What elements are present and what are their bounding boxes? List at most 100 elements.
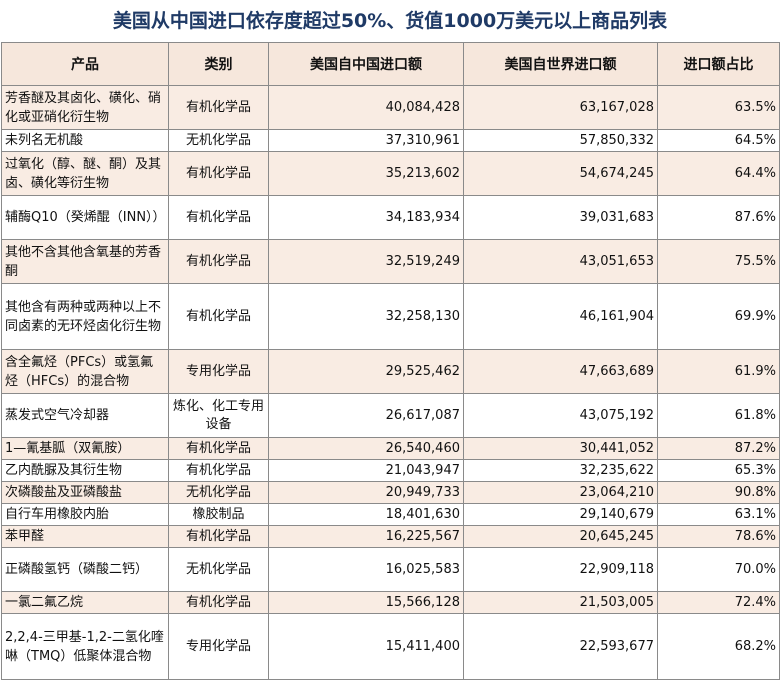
world-import-cell: 30,441,052 [463, 437, 658, 460]
table-row: 其他含有两种或两种以上不同卤素的无环烃卤化衍生物 有机化学品 32,258,130 4… [1, 283, 780, 350]
china-import-cell: 34,183,934 [268, 195, 464, 240]
category-cell: 无机化学品 [168, 547, 269, 592]
world-import-cell: 23,064,210 [463, 481, 658, 504]
world-import-cell: 22,593,677 [463, 613, 658, 680]
table-row: 未列名无机酸 无机化学品 37,310,961 57,850,332 64.5% [1, 129, 780, 152]
header-row: 产品 类别 美国自中国进口额 美国自世界进口额 进口额占比 [1, 42, 780, 86]
table-row: 2,2,4-三甲基-1,2-二氢化喹啉（TMQ）低聚体混合物 专用化学品 15,41… [1, 613, 780, 680]
world-import-cell: 43,075,192 [463, 393, 658, 438]
header-product: 产品 [1, 42, 169, 86]
table-title: 美国从中国进口依存度超过50%、货值1000万美元以上商品列表 [112, 10, 668, 32]
china-import-cell: 15,411,400 [268, 613, 464, 680]
table-row: 正磷酸氢钙（磷酸二钙） 无机化学品 16,025,583 22,909,118 70.0… [1, 547, 780, 592]
product-cell: 正磷酸氢钙（磷酸二钙） [1, 547, 169, 592]
share-cell: 90.8% [657, 481, 780, 504]
world-import-cell: 22,909,118 [463, 547, 658, 592]
share-cell: 64.5% [657, 129, 780, 152]
share-cell: 64.4% [657, 151, 780, 196]
china-import-cell: 15,566,128 [268, 591, 464, 614]
header-china-import: 美国自中国进口额 [268, 42, 464, 86]
product-cell: 辅酶Q10（癸烯醌（INN）） [1, 195, 169, 240]
header-category: 类别 [168, 42, 269, 86]
table-row: 过氧化（醇、醚、酮）及其卤、磺化等衍生物 有机化学品 35,213,602 54,67… [1, 151, 780, 196]
china-import-cell: 21,043,947 [268, 459, 464, 482]
table-row: 辅酶Q10（癸烯醌（INN）） 有机化学品 34,183,934 39,031,683… [1, 195, 780, 240]
category-cell: 橡胶制品 [168, 503, 269, 526]
category-cell: 无机化学品 [168, 481, 269, 504]
table-row: 含全氟烃（PFCs）或氢氟烃（HFCs）的混合物 专用化学品 29,525,462 4… [1, 349, 780, 394]
china-import-cell: 32,519,249 [268, 239, 464, 284]
product-cell: 乙内酰脲及其衍生物 [1, 459, 169, 482]
category-cell: 无机化学品 [168, 129, 269, 152]
table-body: 芳香醚及其卤化、磺化、硝化或亚硝化衍生物 有机化学品 40,084,428 63,16… [1, 85, 780, 680]
world-import-cell: 46,161,904 [463, 283, 658, 350]
china-import-cell: 16,225,567 [268, 525, 464, 548]
table-row: 芳香醚及其卤化、磺化、硝化或亚硝化衍生物 有机化学品 40,084,428 63,16… [1, 85, 780, 130]
china-import-cell: 20,949,733 [268, 481, 464, 504]
table-row: 次磷酸盐及亚磷酸盐 无机化学品 20,949,733 23,064,210 90.8% [1, 481, 780, 504]
product-cell: 一氯二氟乙烷 [1, 591, 169, 614]
product-cell: 苯甲醛 [1, 525, 169, 548]
china-import-cell: 35,213,602 [268, 151, 464, 196]
table-row: 苯甲醛 有机化学品 16,225,567 20,645,245 78.6% [1, 525, 780, 548]
world-import-cell: 63,167,028 [463, 85, 658, 130]
share-cell: 75.5% [657, 239, 780, 284]
table-row: 其他不含其他含氧基的芳香酮 有机化学品 32,519,249 43,051,653 75… [1, 239, 780, 284]
share-cell: 69.9% [657, 283, 780, 350]
share-cell: 61.9% [657, 349, 780, 394]
world-import-cell: 21,503,005 [463, 591, 658, 614]
share-cell: 87.2% [657, 437, 780, 460]
share-cell: 65.3% [657, 459, 780, 482]
header-world-import: 美国自世界进口额 [463, 42, 658, 86]
china-import-cell: 40,084,428 [268, 85, 464, 130]
share-cell: 63.5% [657, 85, 780, 130]
header-share: 进口额占比 [657, 42, 780, 86]
china-import-cell: 16,025,583 [268, 547, 464, 592]
table-row: 一氯二氟乙烷 有机化学品 15,566,128 21,503,005 72.4% [1, 591, 780, 614]
import-dependency-table: 产品 类别 美国自中国进口额 美国自世界进口额 进口额占比 芳香醚及其卤化、磺化… [1, 42, 780, 680]
category-cell: 专用化学品 [168, 349, 269, 394]
share-cell: 63.1% [657, 503, 780, 526]
product-cell: 蒸发式空气冷却器 [1, 393, 169, 438]
china-import-cell: 29,525,462 [268, 349, 464, 394]
product-cell: 未列名无机酸 [1, 129, 169, 152]
world-import-cell: 57,850,332 [463, 129, 658, 152]
category-cell: 有机化学品 [168, 239, 269, 284]
category-cell: 有机化学品 [168, 437, 269, 460]
share-cell: 87.6% [657, 195, 780, 240]
table-row: 1—氰基胍（双氰胺） 有机化学品 26,540,460 30,441,052 87.2% [1, 437, 780, 460]
share-cell: 72.4% [657, 591, 780, 614]
category-cell: 有机化学品 [168, 85, 269, 130]
category-cell: 有机化学品 [168, 195, 269, 240]
table-row: 蒸发式空气冷却器 炼化、化工专用设备 26,617,087 43,075,192 61.… [1, 393, 780, 438]
share-cell: 70.0% [657, 547, 780, 592]
product-cell: 次磷酸盐及亚磷酸盐 [1, 481, 169, 504]
category-cell: 有机化学品 [168, 151, 269, 196]
category-cell: 专用化学品 [168, 613, 269, 680]
product-cell: 芳香醚及其卤化、磺化、硝化或亚硝化衍生物 [1, 85, 169, 130]
china-import-cell: 26,617,087 [268, 393, 464, 438]
china-import-cell: 32,258,130 [268, 283, 464, 350]
world-import-cell: 47,663,689 [463, 349, 658, 394]
product-cell: 其他不含其他含氧基的芳香酮 [1, 239, 169, 284]
world-import-cell: 39,031,683 [463, 195, 658, 240]
table-row: 乙内酰脲及其衍生物 有机化学品 21,043,947 32,235,622 65.3% [1, 459, 780, 482]
world-import-cell: 43,051,653 [463, 239, 658, 284]
category-cell: 有机化学品 [168, 459, 269, 482]
world-import-cell: 54,674,245 [463, 151, 658, 196]
product-cell: 自行车用橡胶内胎 [1, 503, 169, 526]
share-cell: 61.8% [657, 393, 780, 438]
share-cell: 68.2% [657, 613, 780, 680]
product-cell: 2,2,4-三甲基-1,2-二氢化喹啉（TMQ）低聚体混合物 [1, 613, 169, 680]
category-cell: 有机化学品 [168, 283, 269, 350]
share-cell: 78.6% [657, 525, 780, 548]
table-row: 自行车用橡胶内胎 橡胶制品 18,401,630 29,140,679 63.1% [1, 503, 780, 526]
product-cell: 含全氟烃（PFCs）或氢氟烃（HFCs）的混合物 [1, 349, 169, 394]
product-cell: 1—氰基胍（双氰胺） [1, 437, 169, 460]
world-import-cell: 20,645,245 [463, 525, 658, 548]
category-cell: 炼化、化工专用设备 [168, 393, 269, 438]
product-cell: 过氧化（醇、醚、酮）及其卤、磺化等衍生物 [1, 151, 169, 196]
product-cell: 其他含有两种或两种以上不同卤素的无环烃卤化衍生物 [1, 283, 169, 350]
china-import-cell: 18,401,630 [268, 503, 464, 526]
category-cell: 有机化学品 [168, 591, 269, 614]
